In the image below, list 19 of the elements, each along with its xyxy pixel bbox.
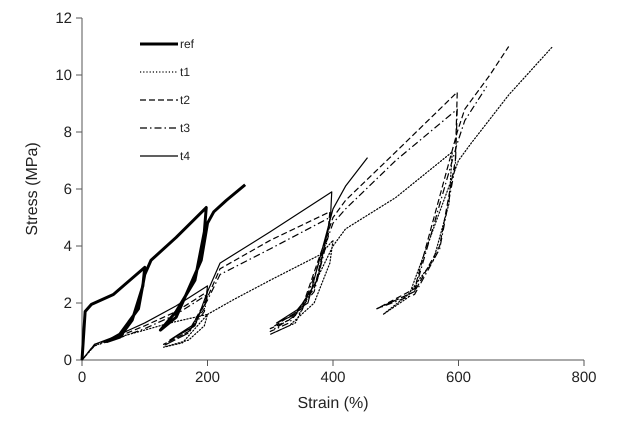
y-tick-label: 10 — [55, 67, 72, 84]
legend-label: t1 — [180, 65, 190, 79]
legend-label: t4 — [180, 149, 190, 163]
legend-label: t3 — [180, 121, 190, 135]
y-tick-label: 12 — [55, 10, 72, 27]
x-tick-label: 0 — [78, 369, 86, 386]
x-tick-label: 800 — [571, 369, 597, 386]
x-tick-label: 600 — [446, 369, 472, 386]
y-tick-label: 0 — [64, 352, 72, 369]
y-axis-title: Stress (MPa) — [24, 142, 41, 236]
legend-label: t2 — [180, 93, 190, 107]
y-tick-label: 4 — [64, 238, 72, 255]
x-tick-label: 200 — [194, 369, 220, 386]
x-tick-label: 400 — [320, 369, 346, 386]
legend-label: ref — [180, 37, 195, 51]
x-axis-title: Strain (%) — [297, 395, 369, 412]
y-tick-label: 6 — [64, 181, 72, 198]
y-tick-label: 2 — [64, 295, 72, 312]
y-tick-label: 8 — [64, 124, 72, 141]
